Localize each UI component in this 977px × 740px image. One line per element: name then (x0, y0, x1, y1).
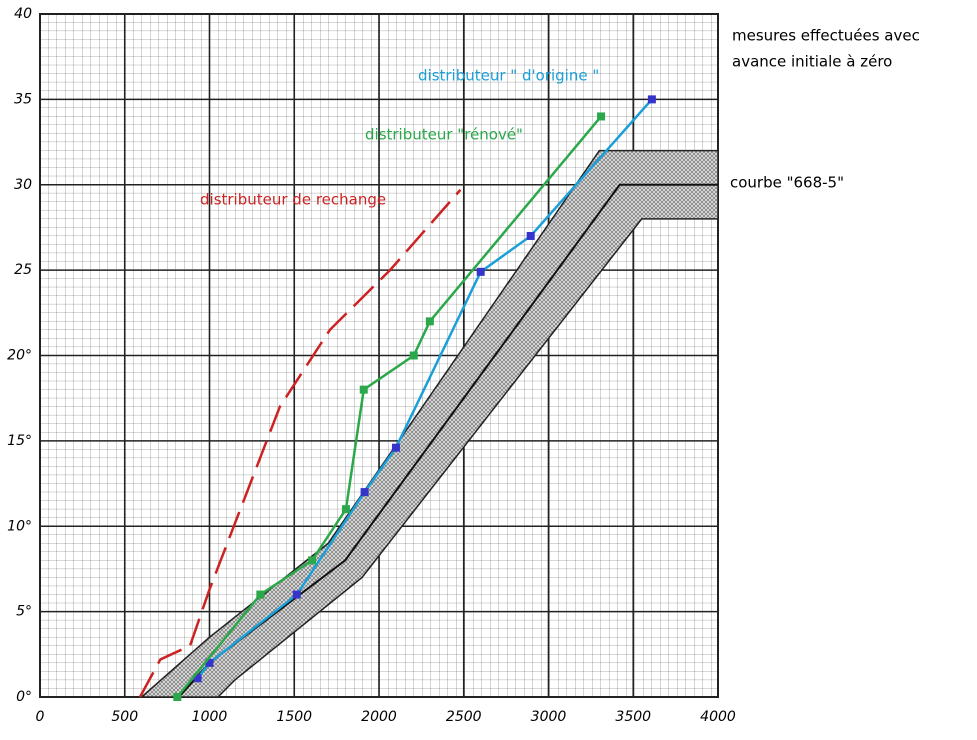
series-line (196, 98, 653, 679)
marker (173, 693, 182, 701)
marker (341, 505, 350, 514)
x-tick-label: 1500 (276, 709, 312, 725)
marker (308, 556, 317, 565)
marker (425, 317, 434, 326)
marker (205, 658, 214, 667)
y-tick-label: 25 (14, 262, 32, 278)
marker (391, 443, 400, 452)
annotation: mesures effectuées avec (732, 27, 920, 45)
series-line (138, 189, 462, 698)
marker (647, 95, 656, 104)
series-label: distributeur "rénové" (365, 126, 523, 144)
band-label: courbe "668-5" (730, 174, 844, 192)
x-tick-label: 1000 (192, 709, 228, 725)
marker (409, 351, 418, 360)
marker (597, 112, 606, 121)
marker (256, 590, 265, 599)
x-tick-label: 4000 (700, 709, 736, 725)
x-tick-label: 2500 (446, 709, 482, 725)
marker (360, 488, 369, 497)
x-tick-label: 500 (111, 709, 138, 725)
marker (292, 590, 301, 599)
y-tick-label: 35 (14, 91, 32, 107)
x-tick-label: 2000 (361, 709, 397, 725)
y-tick-label: 40 (14, 6, 32, 22)
y-tick-label: 30 (14, 177, 32, 193)
x-tick-label: 3000 (531, 709, 567, 725)
y-tick-label: 10° (7, 518, 32, 534)
marker (193, 674, 202, 683)
series-line (176, 115, 603, 698)
series-label: distributeur " d'origine " (418, 67, 599, 85)
marker (476, 267, 485, 276)
y-tick-label: 15° (7, 433, 32, 449)
y-tick-label: 5° (16, 604, 32, 620)
x-tick-label: 0 (36, 709, 45, 725)
marker (526, 231, 535, 240)
series-label: distributeur de rechange (200, 191, 386, 209)
marker (359, 385, 368, 394)
y-tick-label: 20° (7, 348, 32, 364)
y-tick-label: 0° (16, 689, 32, 705)
x-tick-label: 3500 (615, 709, 651, 725)
annotation: avance initiale à zéro (732, 53, 892, 71)
